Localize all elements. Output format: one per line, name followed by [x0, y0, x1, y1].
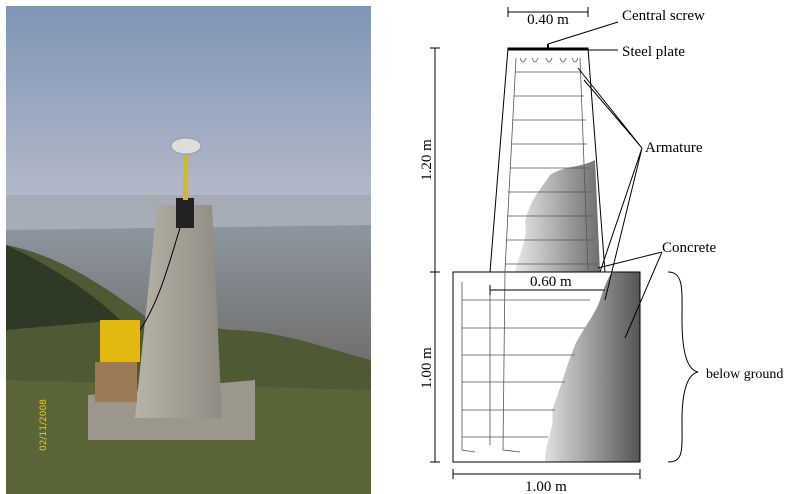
callout: Armature: [645, 140, 703, 156]
dim-label: 1.20 m: [419, 139, 435, 181]
dim-label: 1.00 m: [419, 347, 435, 389]
callout: below ground: [706, 367, 783, 382]
dim-label: 0.40 m: [527, 12, 569, 28]
photo: 02/11/2008: [6, 6, 371, 494]
box: [95, 362, 137, 402]
brace: [668, 272, 698, 462]
callout: Steel plate: [622, 44, 685, 60]
dim-left: [430, 48, 440, 462]
callout: Central screw: [622, 8, 705, 24]
diagram: 0.40 m 1.20 m 1.00 m 0.60 m 1.00 m Centr…: [419, 7, 783, 494]
concrete-lower: [545, 272, 640, 462]
date-stamp: 02/11/2008: [39, 399, 49, 451]
dim-label: 0.60 m: [530, 274, 572, 290]
pole: [183, 155, 188, 200]
antenna: [171, 138, 201, 154]
callout: Concrete: [662, 240, 716, 256]
case: [100, 320, 140, 362]
figure: 02/11/2008 0.40 m 1.20 m 1.00 m 0.60 m 1…: [0, 0, 797, 494]
tribrach: [176, 198, 194, 228]
dim-label: 1.00 m: [525, 479, 567, 494]
dim-bottom: [453, 469, 640, 479]
